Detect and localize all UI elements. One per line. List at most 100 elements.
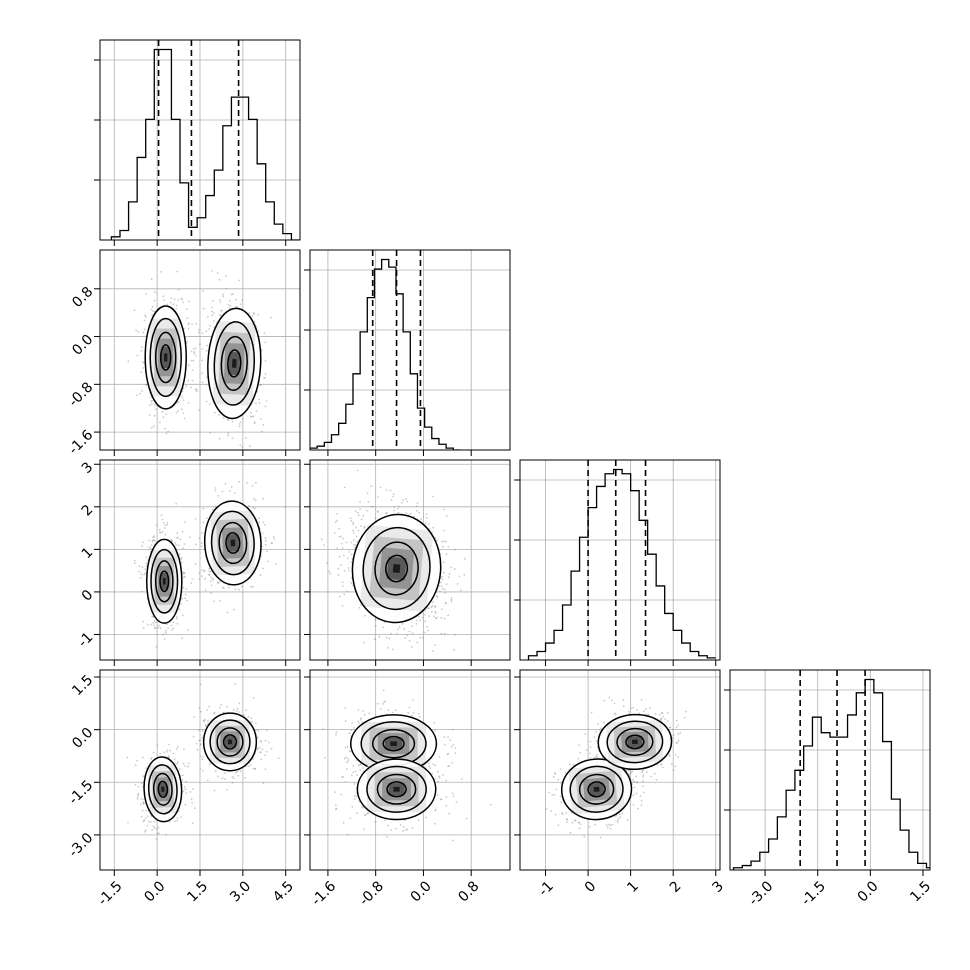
data-point [343,486,346,489]
data-point [144,316,147,318]
data-point [231,420,234,423]
data-point [152,825,155,828]
data-point [252,311,255,314]
data-point [335,733,337,736]
data-point [142,620,145,623]
data-point [165,432,168,435]
data-point [148,820,150,823]
data-point [195,388,198,390]
data-point [164,533,167,536]
data-point [178,553,181,556]
data-point [370,485,373,488]
data-point [176,817,179,819]
data-point [172,752,175,755]
data-point [184,788,187,791]
data-point [140,371,143,373]
data-point [152,622,155,624]
data-point [148,404,151,407]
data-point [347,760,350,762]
data-point [401,623,404,625]
data-point [360,525,362,527]
data-point [352,521,354,524]
data-point [140,815,143,818]
data-point [152,751,155,754]
data-point [252,767,255,770]
data-point [143,802,146,804]
data-point [358,764,360,767]
data-point [213,712,216,715]
data-point [235,709,238,712]
data-point [359,769,361,771]
data-point [411,646,413,648]
data-point [218,437,221,440]
data-point [223,587,225,590]
data-point [336,519,338,522]
data-point [456,583,459,585]
data-point [162,633,164,636]
data-point [217,775,219,778]
data-point [236,306,239,308]
data-point [154,627,157,630]
data-point [207,573,210,576]
data-point [238,279,241,282]
data-point [184,593,187,596]
data-point [228,307,231,309]
data-point [165,751,168,753]
data-point [221,490,224,493]
data-point [434,644,437,647]
data-point [238,425,241,428]
data-point [256,747,259,750]
data-point [364,813,366,816]
data-point [439,581,442,584]
data-point [236,707,239,710]
data-point [140,573,143,576]
data-point [411,625,413,628]
data-point [222,586,224,589]
data-point [185,385,188,388]
data-point [137,785,140,788]
data-point [383,701,385,703]
hist-panel-2 [514,459,721,666]
data-point [141,390,144,392]
data-point [127,360,130,363]
data-point [198,328,201,331]
data-point [340,542,343,545]
data-point [366,492,369,495]
data-point [143,798,145,801]
data-point [142,820,145,823]
data-point [408,639,411,642]
data-point [190,359,193,362]
data-point [151,540,154,543]
data-point [187,401,190,404]
data-point [233,492,236,494]
data-point [367,501,370,503]
data-point [210,576,213,579]
data-point [252,506,255,509]
data-point [249,445,251,448]
data-point [218,299,221,301]
data-point [172,621,175,623]
data-point [259,740,262,743]
data-point [379,708,382,710]
data-point [202,719,205,722]
data-point [164,631,167,634]
data-point [199,739,202,741]
data-point [186,599,188,602]
data-point [445,540,447,543]
data-point [202,290,205,292]
data-point [142,367,145,369]
data-point [140,798,143,800]
data-point [140,350,143,352]
data-point [147,623,149,626]
data-point [343,593,346,596]
scatter-panel-1-0 [94,249,301,456]
data-point [200,545,203,547]
data-point [126,756,129,759]
data-point [171,629,173,631]
data-point [328,570,331,573]
data-point [351,722,353,724]
data-point [447,614,450,617]
data-point [144,829,147,832]
data-point [141,566,144,568]
